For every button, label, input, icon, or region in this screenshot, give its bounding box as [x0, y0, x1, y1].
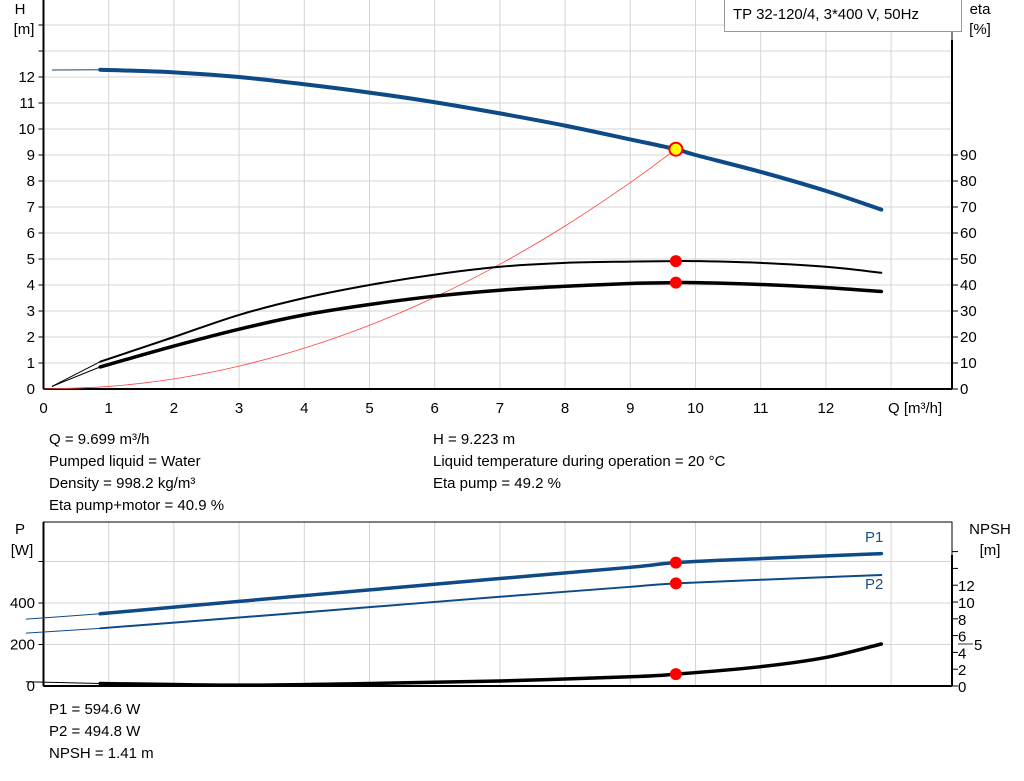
q-tick-label: 0	[39, 400, 47, 417]
q-tick-label: 6	[431, 400, 439, 417]
q-tick-label: 9	[626, 400, 634, 417]
p1-value: P1 = 594.6 W	[49, 701, 141, 718]
h-tick-label: 2	[27, 329, 35, 346]
p1-series-label: P1	[865, 529, 883, 546]
head-curve	[98, 67, 884, 212]
p1-curve-extrapolated	[25, 613, 101, 620]
pumped-liquid: Pumped liquid = Water	[49, 453, 201, 470]
h-tick-label: 3	[27, 303, 35, 320]
npsh-tick-label: 10	[958, 595, 975, 612]
duty-point-eta-pump-motor	[669, 276, 682, 289]
top-chart-grid	[38, 0, 953, 390]
q-tick-label: 10	[687, 400, 704, 417]
h-tick-label: 4	[27, 277, 35, 294]
npsh-tick-label: 4	[958, 645, 966, 662]
eta-tick-label: 70	[960, 199, 977, 216]
p-tick-label: 400	[10, 595, 35, 612]
eta-tick-label: 50	[960, 251, 977, 268]
npsh-tick-label: 8	[958, 612, 966, 629]
eta-pump-motor-curve	[98, 280, 884, 369]
p2-curve-extrapolated	[25, 627, 101, 634]
h-tick-label: 5	[27, 251, 35, 268]
q-axis-label: Q [m³/h]	[888, 400, 942, 417]
duty-point-p1	[669, 556, 682, 569]
npsh-axis-unit: [m]	[980, 542, 1001, 559]
eta-tick-label: 80	[960, 173, 977, 190]
eta-pump-motor-curve-extrapolated	[51, 366, 101, 387]
q-tick-label: 3	[235, 400, 243, 417]
npsh-tick-label: 2	[958, 662, 966, 679]
info-left: Q = 9.699 m³/h Pumped liquid = Water Den…	[49, 429, 224, 517]
eta-axis-label: eta	[970, 1, 992, 18]
duty-point-npsh	[669, 668, 682, 681]
duty-point-p2	[669, 577, 682, 590]
h-tick-label: 0	[27, 381, 35, 398]
p2-series-label: P2	[865, 576, 883, 593]
h-tick-label: 6	[27, 225, 35, 242]
eta-tick-label: 20	[960, 329, 977, 346]
npsh-tick-label: 0	[958, 679, 966, 696]
npsh-tick-label: 5	[974, 637, 982, 654]
p-tick-label: 0	[27, 678, 35, 695]
bottom-plot-frame	[43, 521, 953, 687]
pump-title: TP 32-120/4, 3*400 V, 50Hz	[724, 0, 962, 32]
duty-point-head	[668, 141, 684, 157]
eta-pump-motor: Eta pump+motor = 40.9 %	[49, 497, 225, 514]
curves	[25, 67, 884, 687]
h-axis-label: H	[15, 1, 26, 18]
liquid-temperature: Liquid temperature during operation = 20…	[433, 453, 726, 470]
h-tick-label: 10	[18, 121, 35, 138]
h-tick-label: 8	[27, 173, 35, 190]
eta-tick-label: 40	[960, 277, 977, 294]
q-tick-label: 4	[300, 400, 308, 417]
top-plot-frame	[43, 0, 953, 390]
tick-labels: 0 1 2 3 4 5 6 7 8 9 10 11 12012345678910111201020304…	[10, 69, 982, 696]
q-value: Q = 9.699 m³/h	[49, 431, 150, 448]
q-tick-label: 1	[105, 400, 113, 417]
h-tick-label: 7	[27, 199, 35, 216]
info-bottom: P1 = 594.6 W P2 = 494.8 W NPSH = 1.41 m	[49, 699, 154, 765]
p2-curve	[99, 573, 883, 630]
p-axis-unit: [W]	[11, 542, 34, 559]
eta-tick-label: 60	[960, 225, 977, 242]
h-tick-label: 1	[27, 355, 35, 372]
eta-pump-curve-extrapolated	[51, 361, 101, 387]
q-tick-label: 11	[753, 400, 769, 417]
eta-axis-unit: [%]	[969, 21, 991, 38]
system-curve	[43, 148, 677, 390]
eta-pump: Eta pump = 49.2 %	[433, 475, 561, 492]
q-tick-label: 8	[561, 400, 569, 417]
eta-tick-label: 30	[960, 303, 977, 320]
eta-tick-label: 90	[960, 147, 977, 164]
eta-pump-curve	[99, 259, 883, 363]
density: Density = 998.2 kg/m³	[49, 475, 196, 492]
npsh-curve	[98, 642, 884, 687]
npsh-axis-label: NPSH	[969, 521, 1011, 538]
duty-point-eta-pump	[669, 255, 682, 268]
axis-labels: H [m] eta [%] Q [m³/h] P [W] NPSH [m] P1…	[11, 1, 1011, 593]
p-axis-label: P	[15, 521, 25, 538]
h-value: H = 9.223 m	[433, 431, 516, 448]
h-tick-label: 11	[19, 95, 35, 112]
q-tick-label: 2	[170, 400, 178, 417]
h-tick-label: 12	[18, 69, 35, 86]
h-tick-label: 9	[27, 147, 35, 164]
h-axis-unit: [m]	[14, 21, 35, 38]
p-tick-label: 200	[10, 637, 35, 654]
q-tick-label: 7	[496, 400, 504, 417]
npsh-tick-label: 12	[958, 578, 975, 595]
npsh-value: NPSH = 1.41 m	[49, 745, 154, 762]
npsh-tick-label: 6	[958, 629, 966, 646]
p1-curve	[98, 551, 884, 616]
npsh-curve-extrapolated	[25, 681, 101, 684]
eta-tick-label: 0	[960, 381, 968, 398]
info-right: H = 9.223 m Liquid temperature during op…	[433, 429, 725, 495]
eta-tick-label: 10	[960, 355, 977, 372]
bottom-chart-grid	[38, 521, 958, 687]
q-tick-label: 12	[818, 400, 835, 417]
p2-value: P2 = 494.8 W	[49, 723, 141, 740]
q-tick-label: 5	[365, 400, 373, 417]
